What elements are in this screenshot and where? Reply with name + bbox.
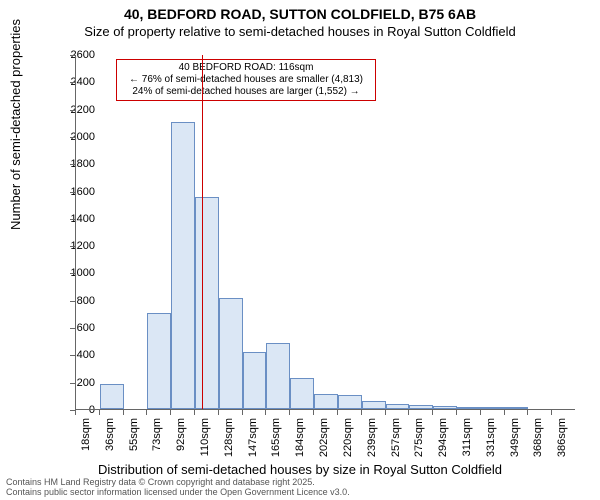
- x-tick-mark: [146, 410, 147, 415]
- histogram-bar: [457, 407, 481, 409]
- x-axis-label: Distribution of semi-detached houses by …: [0, 462, 600, 477]
- x-tick-mark: [504, 410, 505, 415]
- histogram-bar: [171, 122, 195, 409]
- histogram-bar: [314, 394, 338, 409]
- annotation-line3: 24% of semi-detached houses are larger (…: [121, 86, 371, 98]
- x-tick-mark: [480, 410, 481, 415]
- histogram-bar: [243, 352, 267, 409]
- x-tick-label: 294sqm: [437, 418, 449, 458]
- x-tick-mark: [242, 410, 243, 415]
- x-tick-label: 92sqm: [175, 418, 187, 458]
- x-tick-mark: [75, 410, 76, 415]
- title-line1: 40, BEDFORD ROAD, SUTTON COLDFIELD, B75 …: [0, 0, 600, 22]
- x-tick-label: 128sqm: [223, 418, 235, 458]
- histogram-bar: [386, 404, 410, 409]
- annotation-line1: 40 BEDFORD ROAD: 116sqm: [121, 62, 371, 74]
- histogram-bar: [433, 406, 457, 409]
- x-tick-mark: [337, 410, 338, 415]
- reference-line: [202, 55, 203, 409]
- x-tick-label: 275sqm: [413, 418, 425, 458]
- y-axis-label: Number of semi-detached properties: [8, 19, 23, 230]
- x-tick-mark: [265, 410, 266, 415]
- x-tick-label: 110sqm: [199, 418, 211, 458]
- x-tick-label: 184sqm: [294, 418, 306, 458]
- histogram-bar: [362, 401, 386, 409]
- x-tick-label: 386sqm: [556, 418, 568, 458]
- histogram-bar: [266, 343, 290, 409]
- chart-container: 40, BEDFORD ROAD, SUTTON COLDFIELD, B75 …: [0, 0, 600, 500]
- x-tick-mark: [194, 410, 195, 415]
- x-tick-label: 368sqm: [532, 418, 544, 458]
- x-tick-mark: [408, 410, 409, 415]
- x-tick-label: 147sqm: [247, 418, 259, 458]
- x-tick-label: 349sqm: [509, 418, 521, 458]
- histogram-bar: [219, 298, 243, 409]
- plot-area: 40 BEDFORD ROAD: 116sqm ← 76% of semi-de…: [75, 55, 575, 410]
- histogram-bar: [195, 197, 219, 409]
- x-tick-label: 311sqm: [461, 418, 473, 458]
- footer-line2: Contains public sector information licen…: [6, 488, 350, 498]
- histogram-bar: [100, 384, 124, 409]
- x-tick-mark: [289, 410, 290, 415]
- x-tick-label: 331sqm: [485, 418, 497, 458]
- histogram-bar: [147, 313, 171, 409]
- x-tick-label: 73sqm: [151, 418, 163, 458]
- histogram-bar: [505, 407, 529, 409]
- histogram-bar: [481, 407, 505, 409]
- x-tick-label: 202sqm: [318, 418, 330, 458]
- x-tick-mark: [385, 410, 386, 415]
- x-tick-mark: [432, 410, 433, 415]
- annotation-line2: ← 76% of semi-detached houses are smalle…: [121, 74, 371, 86]
- x-tick-mark: [218, 410, 219, 415]
- histogram-bar: [290, 378, 314, 409]
- x-tick-label: 220sqm: [342, 418, 354, 458]
- title-line2: Size of property relative to semi-detach…: [0, 22, 600, 39]
- x-tick-mark: [456, 410, 457, 415]
- x-tick-label: 165sqm: [270, 418, 282, 458]
- histogram-bar: [409, 405, 433, 409]
- histogram-bar: [338, 395, 362, 409]
- x-tick-mark: [123, 410, 124, 415]
- x-tick-mark: [170, 410, 171, 415]
- x-tick-label: 18sqm: [80, 418, 92, 458]
- x-tick-mark: [361, 410, 362, 415]
- x-tick-label: 257sqm: [390, 418, 402, 458]
- x-tick-mark: [527, 410, 528, 415]
- x-tick-label: 239sqm: [366, 418, 378, 458]
- annotation-box: 40 BEDFORD ROAD: 116sqm ← 76% of semi-de…: [116, 59, 376, 101]
- x-tick-label: 55sqm: [128, 418, 140, 458]
- x-tick-label: 36sqm: [104, 418, 116, 458]
- x-tick-mark: [313, 410, 314, 415]
- x-tick-mark: [99, 410, 100, 415]
- footer-text: Contains HM Land Registry data © Crown c…: [6, 478, 350, 498]
- x-tick-mark: [551, 410, 552, 415]
